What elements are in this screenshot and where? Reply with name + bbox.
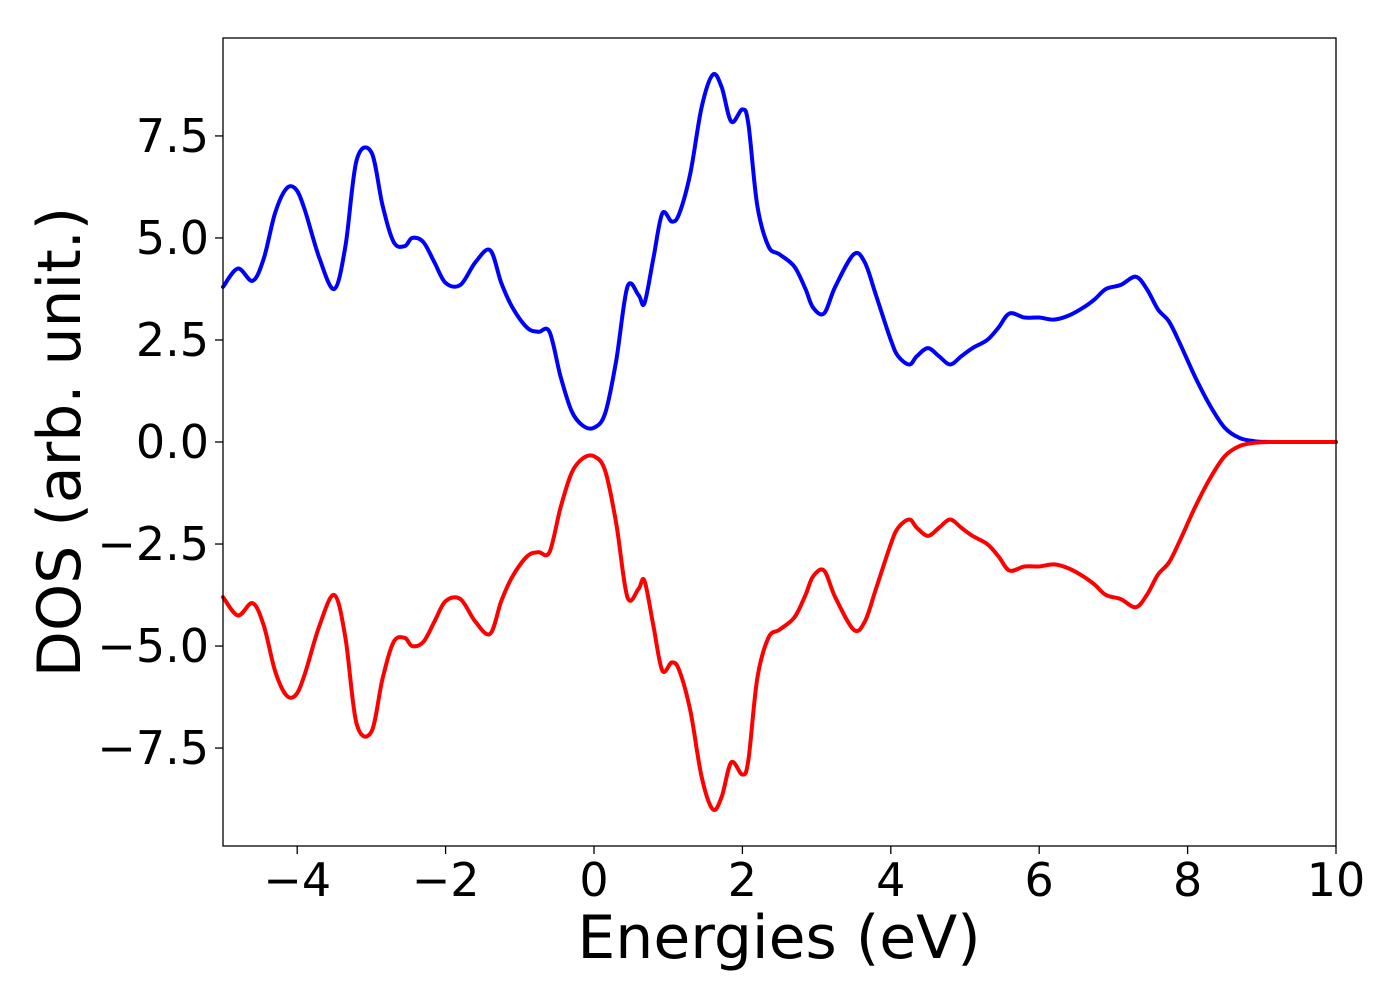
x-tick-label: 4	[876, 853, 905, 907]
y-tick-label: 2.5	[136, 313, 209, 367]
y-tick-label: 7.5	[136, 109, 209, 163]
y-tick-label: −7.5	[97, 721, 209, 775]
x-tick-label: 8	[1173, 853, 1202, 907]
series-line-1	[221, 71, 1338, 445]
y-tick-label: −5.0	[97, 619, 209, 673]
x-tick-label: −4	[263, 853, 331, 907]
y-axis-title: DOS (arb. unit.)	[25, 207, 95, 677]
y-tick-label: −2.5	[97, 517, 209, 571]
series-line-2	[221, 439, 1338, 813]
x-tick-label: 0	[579, 853, 608, 907]
x-tick-label: 2	[728, 853, 757, 907]
plot-series	[221, 71, 1338, 813]
y-tick-label: 5.0	[136, 211, 209, 265]
x-tick-label: 10	[1307, 853, 1366, 907]
y-tick-label: 0.0	[136, 415, 209, 469]
x-axis-title: Energies (eV)	[577, 903, 980, 973]
plot-frame	[222, 37, 1337, 847]
x-tick-label: 6	[1025, 853, 1054, 907]
axis-ticks: −4 −2 0 2 4 6 8 10 7.5 5.0 2.5 0.0 −2.5 −5.0 −7.5	[97, 109, 1365, 907]
x-tick-label: −2	[412, 853, 480, 907]
